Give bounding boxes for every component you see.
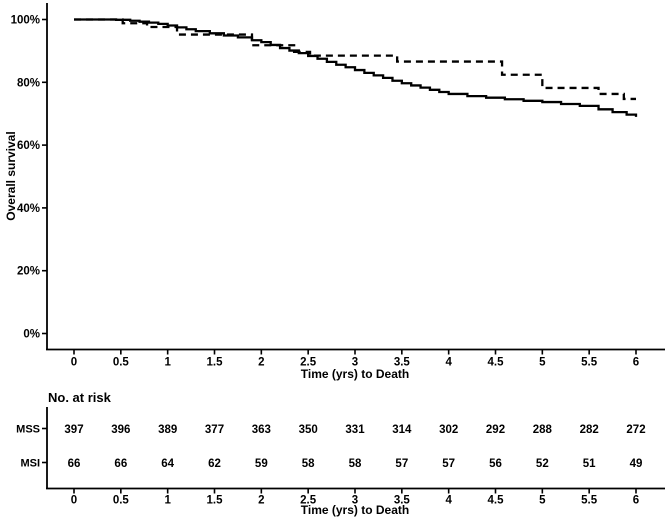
risk-count: 396 [111,424,130,436]
risk-count: 288 [533,424,553,436]
risk-row-label-msi: MSI [20,458,40,470]
x-tick-label: 0 [71,357,77,369]
risk-count: 314 [392,424,412,436]
risk-x-tick-label: 4 [445,495,452,507]
risk-count: 66 [114,458,127,470]
risk-count: 56 [489,458,502,470]
risk-x-tick-label: 3 [352,495,358,507]
km-curve-msi [74,18,636,101]
risk-count: 302 [439,424,458,436]
km-curve-mss [74,18,638,117]
risk-x-tick-label: 0.5 [113,495,130,507]
x-tick-label: 0.5 [113,357,130,369]
x-tick-label: 6 [633,357,639,369]
risk-count: 51 [583,458,596,470]
y-tick-label: 60% [17,140,40,152]
risk-x-tick-label: 2.5 [300,495,317,507]
y-tick-label: 80% [17,77,40,89]
risk-x-tick-label: 5 [539,495,546,507]
risk-count: 397 [64,424,83,436]
risk-count: 377 [205,424,224,436]
risk-count: 58 [349,458,362,470]
risk-count: 49 [630,458,643,470]
y-axis-title: Overall survival [4,131,18,221]
risk-count: 58 [302,458,315,470]
y-tick-label: 20% [17,266,40,278]
x-tick-label: 3.5 [394,357,411,369]
risk-count: 282 [580,424,599,436]
risk-x-tick-label: 2 [258,495,264,507]
x-tick-label: 4.5 [488,357,505,369]
risk-count: 59 [255,458,268,470]
risk-count: 52 [536,458,549,470]
risk-x-tick-label: 1 [164,495,171,507]
x-tick-label: 3 [352,357,358,369]
risk-count: 292 [486,424,505,436]
x-tick-label: 1.5 [207,357,224,369]
risk-count: 389 [158,424,177,436]
risk-count: 363 [252,424,271,436]
risk-count: 350 [299,424,318,436]
risk-x-tick-label: 0 [71,495,77,507]
x-axis-title-main: Time (yrs) to Death [300,367,410,381]
y-tick-label: 100% [11,15,40,27]
risk-row-label-mss: MSS [16,424,40,436]
x-tick-label: 2.5 [300,357,317,369]
risk-x-tick-label: 1.5 [207,495,224,507]
risk-count: 272 [626,424,645,436]
x-tick-label: 1 [164,357,171,369]
x-axis-title-risk: Time (yrs) to Death [300,503,410,517]
risk-count: 62 [208,458,221,470]
y-tick-label: 40% [17,203,40,215]
x-tick-label: 5 [539,357,546,369]
risk-count: 331 [345,424,365,436]
y-tick-label: 0% [23,329,40,341]
risk-x-tick-label: 5.5 [581,495,598,507]
x-tick-label: 5.5 [581,357,598,369]
risk-count: 64 [161,458,174,470]
risk-count: 66 [68,458,81,470]
risk-x-tick-label: 3.5 [394,495,411,507]
risk-count: 57 [395,458,408,470]
risk-count: 57 [442,458,455,470]
risk-x-tick-label: 4.5 [488,495,505,507]
risk-table-title: No. at risk [48,390,111,405]
x-tick-label: 4 [445,357,452,369]
x-tick-label: 2 [258,357,264,369]
risk-x-tick-label: 6 [633,495,639,507]
